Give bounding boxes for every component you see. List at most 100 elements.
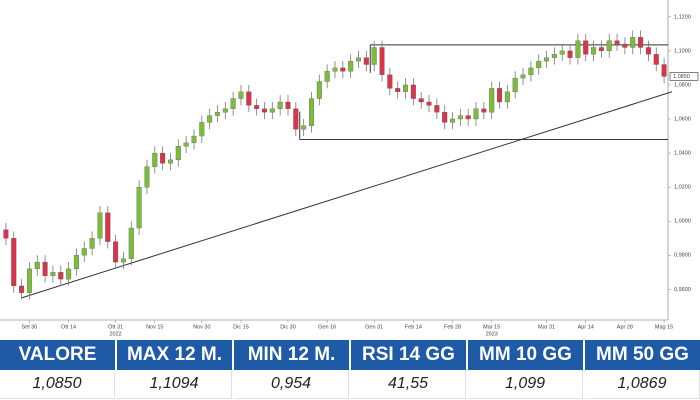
candle-body [73,255,79,270]
value-cell: 1,0850 [0,370,115,399]
candle-body [418,98,424,103]
candle-body [261,108,267,113]
candle-body [89,238,95,249]
candle-body [387,74,393,89]
y-tick-label: 1,0200 [674,185,691,191]
trend-line [21,91,673,299]
value-row: 1,0850 1,1094 0,954 41,55 1,099 1,0869 [0,370,700,399]
candle-body [66,268,72,280]
last-price-box [669,72,699,81]
last-price-label: 1,0850 [673,74,690,80]
candle-body [19,285,25,293]
candle-body [489,88,495,113]
candle-body [504,91,510,103]
candle-body [293,108,299,130]
candle-body [160,152,166,164]
header-cell: MIN 12 M. [234,340,349,370]
candle-body [230,98,236,109]
candle-body [645,47,651,55]
candle-body [403,84,409,92]
candle-body [222,108,228,113]
candle-body [50,272,56,276]
candle-body [356,57,362,62]
candle-body [410,84,416,99]
candle-body [269,108,275,113]
candle-body [598,47,604,52]
candle-body [81,248,87,256]
candle-body [42,261,48,276]
x-tick-label: Gen 31 [365,324,383,330]
candle-body [301,125,307,130]
x-tick-label: Set 30 [21,324,37,330]
candle-body [379,47,385,75]
candle-body [363,57,369,65]
candle-body [536,60,542,69]
candle-body [395,88,401,92]
candle-body [638,37,644,48]
x-tick-label: Nov 15 [146,324,163,330]
candle-body [520,74,526,79]
x-tick-label: Apr 28 [617,324,633,330]
candle-body [167,159,173,164]
candle-body [136,186,142,229]
summary-table: VALORE MAX 12 M. MIN 12 M. RSI 14 GG MM 10 G… [0,340,700,399]
y-tick-label: 1,0600 [674,116,691,122]
y-tick-label: 1,0400 [674,151,691,157]
candle-body [465,115,471,120]
candle-body [371,47,377,65]
candle-body [481,108,487,113]
candle-body [144,166,150,188]
x-tick-label: Apr 14 [578,324,594,330]
candle-body [254,105,260,109]
x-tick-label: Nov 30 [193,324,210,330]
candle-body [332,67,338,72]
x-tick-label: Ott 14 [61,324,76,330]
candle-body [246,91,252,106]
candle-body [559,50,565,55]
year-label: 2022 [109,331,121,337]
candle-body [591,47,597,55]
value-cell: 1,099 [468,370,583,399]
candle-body [105,212,111,242]
y-tick-label: 0,9800 [674,253,691,259]
x-tick-label: Dic 15 [233,324,249,330]
candle-body [622,43,628,48]
candle-body [183,142,189,147]
candle-body [97,212,103,239]
candle-body [551,54,557,58]
header-cell: MM 50 GG [585,340,700,370]
candle-body [544,57,550,62]
chart: 1,1200 1,1000 1,0800 1,0600 1,0400 1,0200 1,00… [0,0,699,337]
candle-body [152,152,158,167]
candle-body [113,241,119,263]
x-tick-label: Ott 31 [108,324,123,330]
x-tick-label: Feb 28 [444,324,461,330]
candle-body [473,108,479,120]
candle-body [34,261,40,270]
candle-body [442,112,448,123]
candle-body [630,37,636,48]
candle-body [567,50,573,58]
candle-body [3,229,9,239]
value-cell: 41,55 [351,370,466,399]
x-tick-label: Dic 30 [280,324,296,330]
header-cell: VALORE [0,340,115,370]
candle-body [120,258,126,263]
candle-body [11,238,17,287]
header-cell: MAX 12 M. [117,340,232,370]
x-tick-label: Mar 31 [538,324,555,330]
candle-body [528,67,534,75]
candle-body [58,272,64,280]
y-tick-label: 0,9600 [674,287,691,293]
candle-body [348,60,354,72]
candle-body [191,135,197,144]
candle-body [426,101,432,106]
header-row: VALORE MAX 12 M. MIN 12 M. RSI 14 GG MM 10 G… [0,340,700,370]
x-tick-label: Feb 14 [405,324,422,330]
candle-body [199,122,205,137]
header-cell: RSI 14 GG [351,340,466,370]
candle-body [128,227,134,259]
candle-body [238,91,244,99]
candle-body [457,115,463,120]
